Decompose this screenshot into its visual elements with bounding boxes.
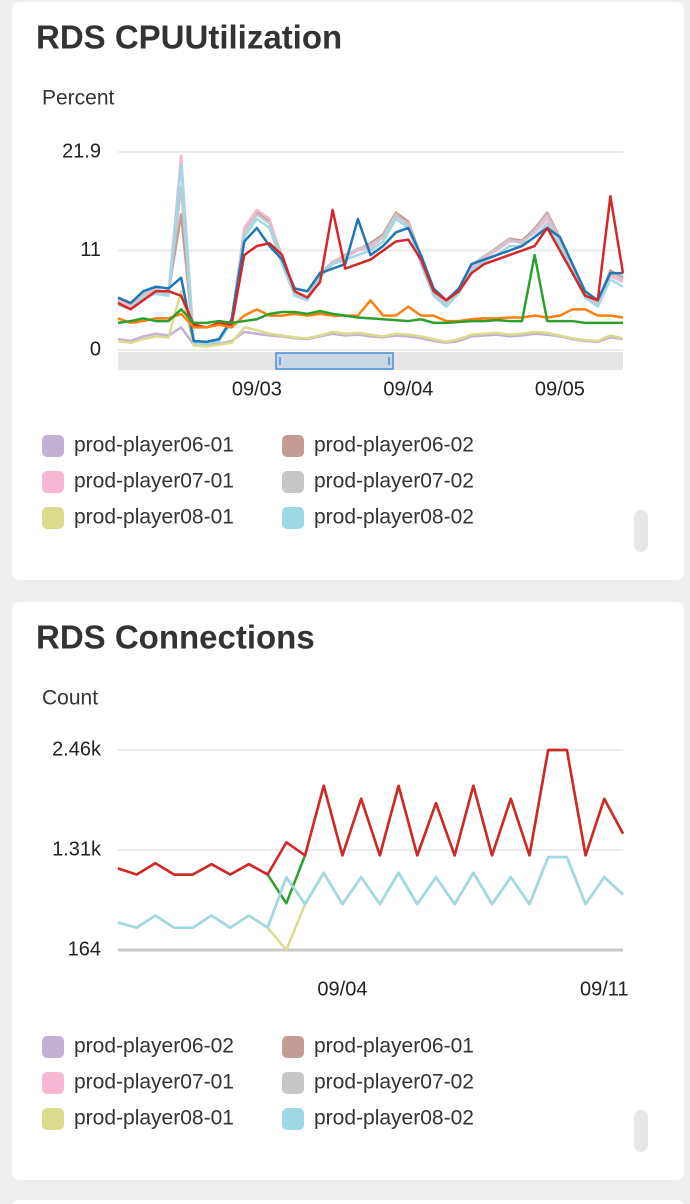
chart-title: RDS CPUUtilization [36,19,342,56]
x-tick-label: 09/05 [535,378,585,400]
legend-swatch [282,435,304,457]
legend-swatch [42,471,64,493]
legend-label: prod-player08-02 [314,506,474,529]
legend-swatch [282,1036,304,1058]
legend-label: prod-player08-01 [74,1107,234,1130]
series-line [117,748,625,876]
range-window[interactable] [275,352,394,370]
x-tick-label: 09/11 [580,978,629,1000]
legend-swatch [42,435,64,457]
range-slider[interactable] [118,352,623,370]
legend-swatch [42,1036,64,1058]
legend-swatch [42,1108,64,1130]
y-axis-label: Percent [42,87,115,110]
x-tick-label: 09/04 [317,978,367,1000]
legend-label: prod-player07-01 [74,470,234,493]
y-tick-label: 164 [68,938,101,960]
y-tick-label: 21.9 [62,140,101,162]
scrollbar[interactable] [634,1110,648,1152]
series-line [117,299,624,329]
legend-label: prod-player07-01 [74,1071,234,1094]
scrollbar[interactable] [634,510,648,552]
legend-swatch [282,471,304,493]
legend-label: prod-player08-02 [314,1107,474,1130]
y-axis-label: Count [42,687,98,710]
series-line [117,217,623,344]
x-tick-label: 09/03 [232,378,282,400]
legend-label: prod-player06-01 [314,1035,474,1058]
y-tick-label: 0 [90,338,101,360]
legend-swatch [42,1072,64,1094]
series-line [117,855,624,929]
legend-label: prod-player06-02 [74,1035,234,1058]
series-line [117,253,623,325]
chart-title: RDS Connections [36,619,315,656]
y-tick-label: 2.46k [52,738,102,760]
legend-label: prod-player08-01 [74,506,234,529]
legend-swatch [282,1072,304,1094]
y-tick-label: 1.31k [52,838,102,860]
series-line [117,289,624,348]
panel [12,602,684,1180]
legend-label: prod-player07-02 [314,470,474,493]
panel [13,1200,683,1204]
legend-label: prod-player06-02 [314,434,474,457]
legend-swatch [282,507,304,529]
panel [12,2,684,580]
legend-swatch [42,507,64,529]
legend-label: prod-player07-02 [314,1071,474,1094]
y-tick-label: 11 [80,239,101,261]
x-tick-label: 09/04 [383,378,433,400]
legend-label: prod-player06-01 [74,434,234,457]
legend-swatch [282,1108,304,1130]
